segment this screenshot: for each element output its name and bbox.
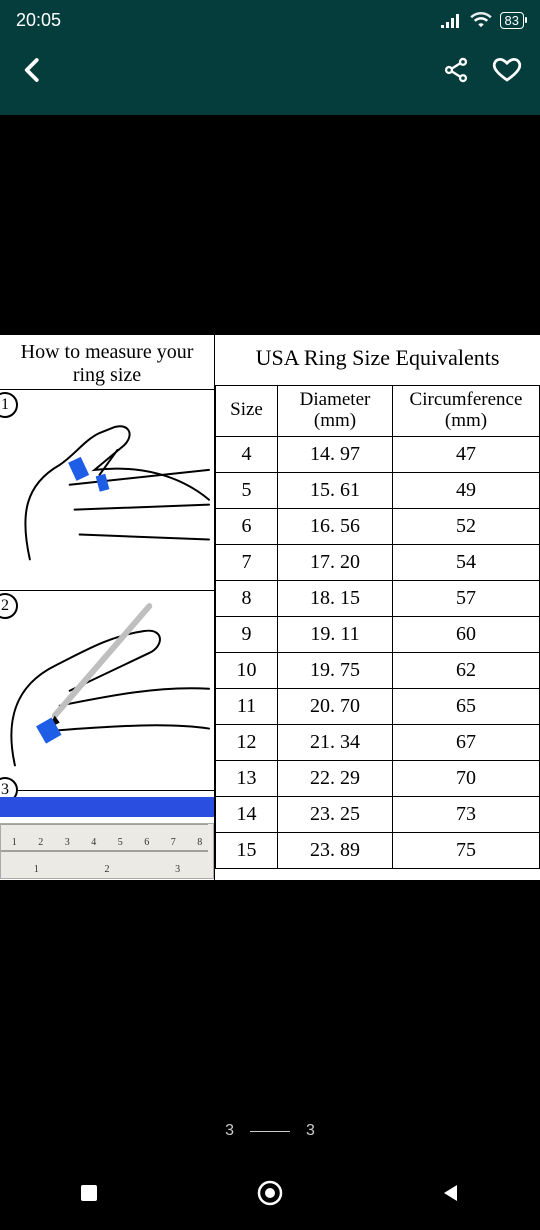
signal-icon [440, 12, 462, 28]
cell-diameter: 14. 97 [278, 436, 393, 472]
table-row: 414. 9747 [216, 436, 540, 472]
blue-strip [0, 797, 214, 817]
cell-diameter: 22. 29 [278, 760, 393, 796]
cell-circ: 52 [393, 508, 540, 544]
step-1: 1 [0, 389, 214, 590]
how-to-measure-panel: How to measure your ring size 1 2 [0, 335, 215, 880]
status-right: 83 [440, 12, 524, 29]
share-icon [442, 56, 470, 84]
cell-circ: 54 [393, 544, 540, 580]
table-row: 515. 6149 [216, 472, 540, 508]
product-image[interactable]: How to measure your ring size 1 2 [0, 335, 540, 880]
nav-home-button[interactable] [256, 1179, 284, 1212]
favorite-button[interactable] [492, 55, 522, 90]
cell-circ: 70 [393, 760, 540, 796]
cell-size: 5 [216, 472, 278, 508]
cell-size: 9 [216, 616, 278, 652]
cell-size: 4 [216, 436, 278, 472]
cell-circ: 62 [393, 652, 540, 688]
circle-icon [256, 1179, 284, 1207]
cell-diameter: 18. 15 [278, 580, 393, 616]
status-bar: 20:05 83 [0, 0, 540, 40]
cell-diameter: 19. 75 [278, 652, 393, 688]
col-header-diameter: Diameter (mm) [278, 386, 393, 437]
cell-size: 12 [216, 724, 278, 760]
nav-recent-button[interactable] [78, 1182, 100, 1209]
cell-size: 14 [216, 796, 278, 832]
cell-size: 10 [216, 652, 278, 688]
cell-diameter: 21. 34 [278, 724, 393, 760]
cell-circ: 49 [393, 472, 540, 508]
cell-diameter: 15. 61 [278, 472, 393, 508]
cell-diameter: 19. 11 [278, 616, 393, 652]
table-row: 1019. 7562 [216, 652, 540, 688]
cell-size: 8 [216, 580, 278, 616]
battery-indicator: 83 [500, 12, 524, 29]
cell-circ: 67 [393, 724, 540, 760]
table-row: 717. 2054 [216, 544, 540, 580]
how-to-title: How to measure your ring size [0, 335, 214, 389]
cell-circ: 47 [393, 436, 540, 472]
cell-size: 7 [216, 544, 278, 580]
status-time: 20:05 [16, 10, 61, 31]
ring-size-table: Size Diameter (mm) Circumference (mm) 41… [215, 385, 540, 869]
image-pager: 3 3 [0, 1122, 540, 1140]
hand-illustration-1 [0, 390, 214, 590]
usa-title: USA Ring Size Equivalents [215, 335, 540, 385]
step-3: 3 12345678 123 [0, 790, 214, 880]
chevron-left-icon [18, 55, 48, 85]
share-button[interactable] [442, 56, 470, 89]
ruler-bottom-scale: 123 [1, 864, 213, 875]
pager-current: 3 [225, 1122, 234, 1140]
hand-illustration-2 [0, 591, 214, 791]
nav-back-button[interactable] [440, 1182, 462, 1209]
cell-diameter: 17. 20 [278, 544, 393, 580]
cell-circ: 60 [393, 616, 540, 652]
wifi-icon [470, 12, 492, 28]
cell-size: 6 [216, 508, 278, 544]
image-letterbox-top [0, 115, 540, 335]
cell-size: 11 [216, 688, 278, 724]
square-icon [78, 1182, 100, 1204]
cell-diameter: 23. 25 [278, 796, 393, 832]
cell-circ: 75 [393, 832, 540, 868]
image-letterbox-bottom: 3 3 [0, 880, 540, 1160]
ruler-top-scale: 12345678 [1, 837, 213, 848]
cell-circ: 57 [393, 580, 540, 616]
cell-diameter: 16. 56 [278, 508, 393, 544]
table-row: 1120. 7065 [216, 688, 540, 724]
table-row: 1221. 3467 [216, 724, 540, 760]
system-nav-bar [0, 1160, 540, 1230]
table-row: 818. 1557 [216, 580, 540, 616]
app-header [0, 40, 540, 115]
table-row: 1423. 2573 [216, 796, 540, 832]
heart-icon [492, 55, 522, 85]
table-row: 1523. 8975 [216, 832, 540, 868]
pager-total: 3 [306, 1122, 315, 1140]
col-header-size: Size [216, 386, 278, 437]
cell-diameter: 20. 70 [278, 688, 393, 724]
pager-divider [250, 1131, 290, 1132]
triangle-left-icon [440, 1182, 462, 1204]
cell-circ: 65 [393, 688, 540, 724]
size-table-panel: USA Ring Size Equivalents Size Diameter … [215, 335, 540, 880]
cell-size: 13 [216, 760, 278, 796]
table-row: 616. 5652 [216, 508, 540, 544]
cell-diameter: 23. 89 [278, 832, 393, 868]
ruler-graphic: 12345678 123 [0, 823, 214, 879]
cell-circ: 73 [393, 796, 540, 832]
back-button[interactable] [18, 55, 48, 90]
step-2: 2 [0, 590, 214, 791]
table-row: 919. 1160 [216, 616, 540, 652]
table-row: 1322. 2970 [216, 760, 540, 796]
col-header-circumference: Circumference (mm) [393, 386, 540, 437]
cell-size: 15 [216, 832, 278, 868]
